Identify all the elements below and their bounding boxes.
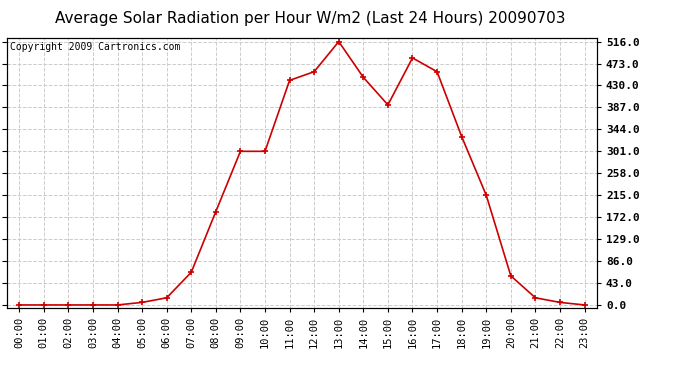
Text: Copyright 2009 Cartronics.com: Copyright 2009 Cartronics.com: [10, 42, 180, 51]
Text: Average Solar Radiation per Hour W/m2 (Last 24 Hours) 20090703: Average Solar Radiation per Hour W/m2 (L…: [55, 11, 566, 26]
